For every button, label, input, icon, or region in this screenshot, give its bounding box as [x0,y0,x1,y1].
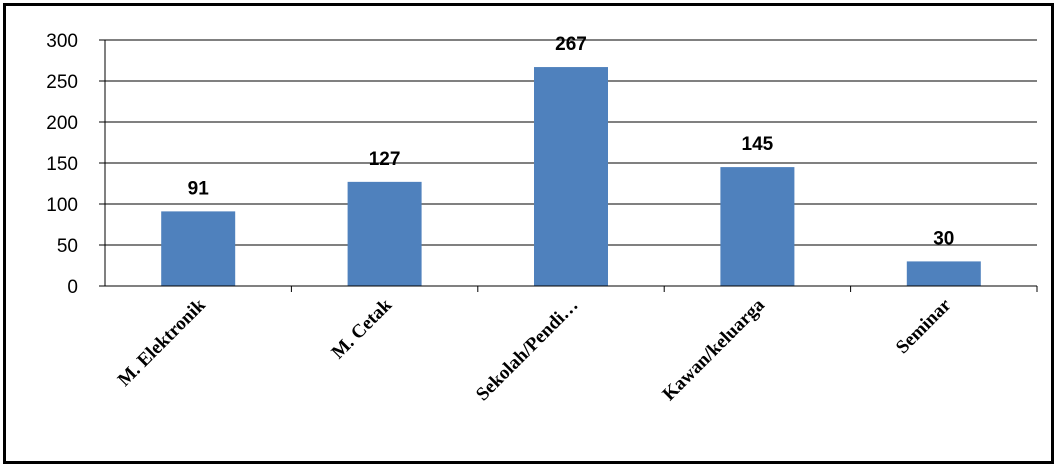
y-tick-label: 100 [46,195,78,216]
data-label: 267 [555,34,587,55]
x-tick-label: M. Cetak [328,294,397,363]
y-tick-label: 0 [67,277,78,298]
data-labels: 91 127 267 145 30 [188,34,955,249]
x-tick-label: Sekolah/Pendi… [472,295,582,405]
bars [161,67,981,286]
x-tick-label: Kawan/keluarga [659,294,770,405]
bar [347,181,422,286]
bar [161,211,236,286]
bar [720,167,795,286]
data-label: 145 [742,134,774,155]
y-tick-label: 150 [46,154,78,175]
data-label: 91 [188,178,210,199]
y-tick-label: 300 [46,31,78,52]
x-axis: M. Elektronik M. Cetak Sekolah/Pendi… Kawan… [105,285,1038,405]
bar [534,67,608,286]
x-tick-label: M. Elektronik [114,294,210,390]
y-tick-label: 200 [46,113,78,134]
data-label: 127 [369,149,401,170]
x-tick-label: Seminar [892,294,956,358]
data-label: 30 [933,228,954,249]
y-tick-label: 250 [46,72,78,93]
bar [906,261,981,286]
y-axis: 0 50 100 150 200 250 300 [46,31,106,298]
y-tick-label: 50 [57,236,78,257]
